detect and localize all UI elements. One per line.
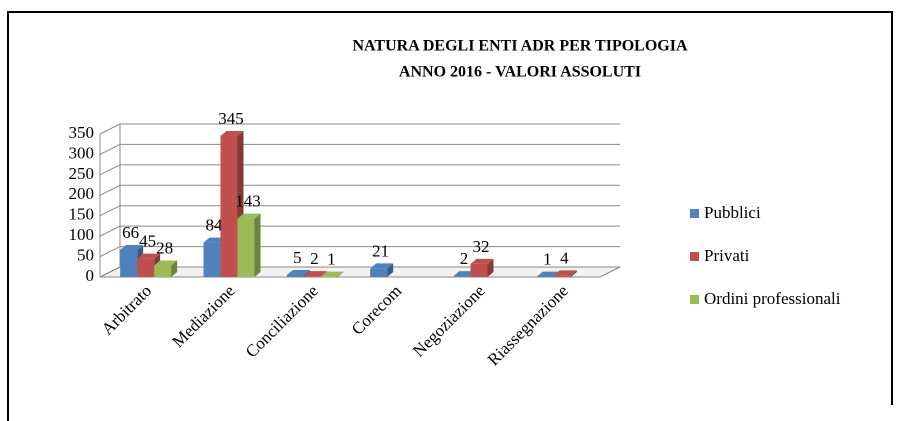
bar-face (120, 245, 144, 251)
bar-face (286, 269, 310, 275)
data-label: 1 (327, 249, 336, 268)
bar (237, 213, 261, 277)
bar-face (553, 275, 571, 277)
data-label: 2 (460, 249, 469, 268)
bar-face (154, 265, 172, 277)
data-label: 28 (156, 238, 173, 257)
data-label: 5 (293, 248, 302, 267)
bar-face (137, 253, 161, 259)
bar-face (237, 218, 255, 277)
y-tick-label: 0 (86, 266, 95, 285)
bar-face (203, 242, 221, 277)
bar-face (303, 271, 327, 277)
bar-face (254, 213, 261, 277)
x-tick-label: Corecom (348, 281, 406, 339)
legend-swatch (690, 252, 699, 261)
x-tick-label: Arbitrato (98, 281, 156, 339)
x-tick-label: Conciliazione (242, 281, 322, 361)
data-label: 4 (560, 248, 569, 267)
chart-title: ANNO 2016 - VALORI ASSOLUTI (399, 64, 641, 81)
bar-face (286, 274, 304, 277)
chart-title: NATURA DEGLI ENTI ADR PER TIPOLOGIA (352, 38, 687, 55)
data-label: 45 (139, 232, 156, 251)
bar-face (303, 276, 321, 277)
y-tick-label: 200 (69, 184, 95, 203)
data-label: 32 (473, 237, 490, 256)
bar-face (337, 271, 344, 277)
bar (370, 263, 394, 277)
data-label: 1 (543, 249, 552, 268)
bar (470, 258, 494, 277)
bar-face (553, 270, 577, 276)
bar-face (470, 258, 494, 264)
bar-face (120, 250, 138, 277)
bar-face (320, 271, 344, 277)
back-wall (119, 124, 620, 268)
y-tick-label: 150 (69, 205, 95, 224)
bar-face (570, 270, 577, 277)
grid-line (99, 246, 620, 258)
data-label: 84 (206, 216, 224, 235)
bar-face (453, 276, 471, 277)
x-tick-label: Riassegnazione (484, 281, 572, 369)
bar-face (387, 263, 394, 277)
grid-line (99, 225, 620, 237)
legend-swatch (690, 295, 699, 304)
grid-line (99, 143, 620, 155)
grid-line (99, 266, 620, 278)
bar (154, 260, 178, 277)
legend-label: Ordini professionali (704, 289, 841, 308)
legend-swatch (690, 209, 699, 218)
grid-line (99, 184, 620, 196)
bar-face (487, 258, 494, 277)
x-tick-label: Mediazione (168, 281, 238, 351)
grid-line (99, 205, 620, 217)
bar-face (470, 263, 488, 277)
y-tick-label: 300 (69, 143, 95, 162)
data-label: 21 (372, 241, 389, 260)
data-label: 345 (218, 109, 244, 128)
grid-line (99, 123, 620, 135)
data-label: 2 (310, 249, 319, 268)
bar-face (370, 268, 388, 277)
legend-label: Privati (704, 246, 750, 265)
bar (553, 270, 577, 277)
bar-face (237, 213, 261, 219)
bar-face (137, 258, 155, 277)
bar-face (171, 260, 178, 277)
x-tick-label: Negoziazione (409, 281, 489, 361)
grid-line (99, 164, 620, 176)
y-tick-label: 50 (77, 245, 94, 264)
data-label: 143 (235, 191, 261, 210)
bar-face (154, 260, 178, 266)
bar-face (370, 263, 394, 269)
bar-face (220, 136, 238, 277)
bar-face (220, 131, 244, 137)
y-tick-label: 350 (69, 123, 95, 142)
legend-label: Pubblici (704, 203, 761, 222)
frame (7, 11, 893, 421)
y-tick-label: 100 (69, 225, 95, 244)
data-label: 66 (122, 223, 139, 242)
bar (320, 271, 344, 277)
y-tick-label: 250 (69, 164, 95, 183)
